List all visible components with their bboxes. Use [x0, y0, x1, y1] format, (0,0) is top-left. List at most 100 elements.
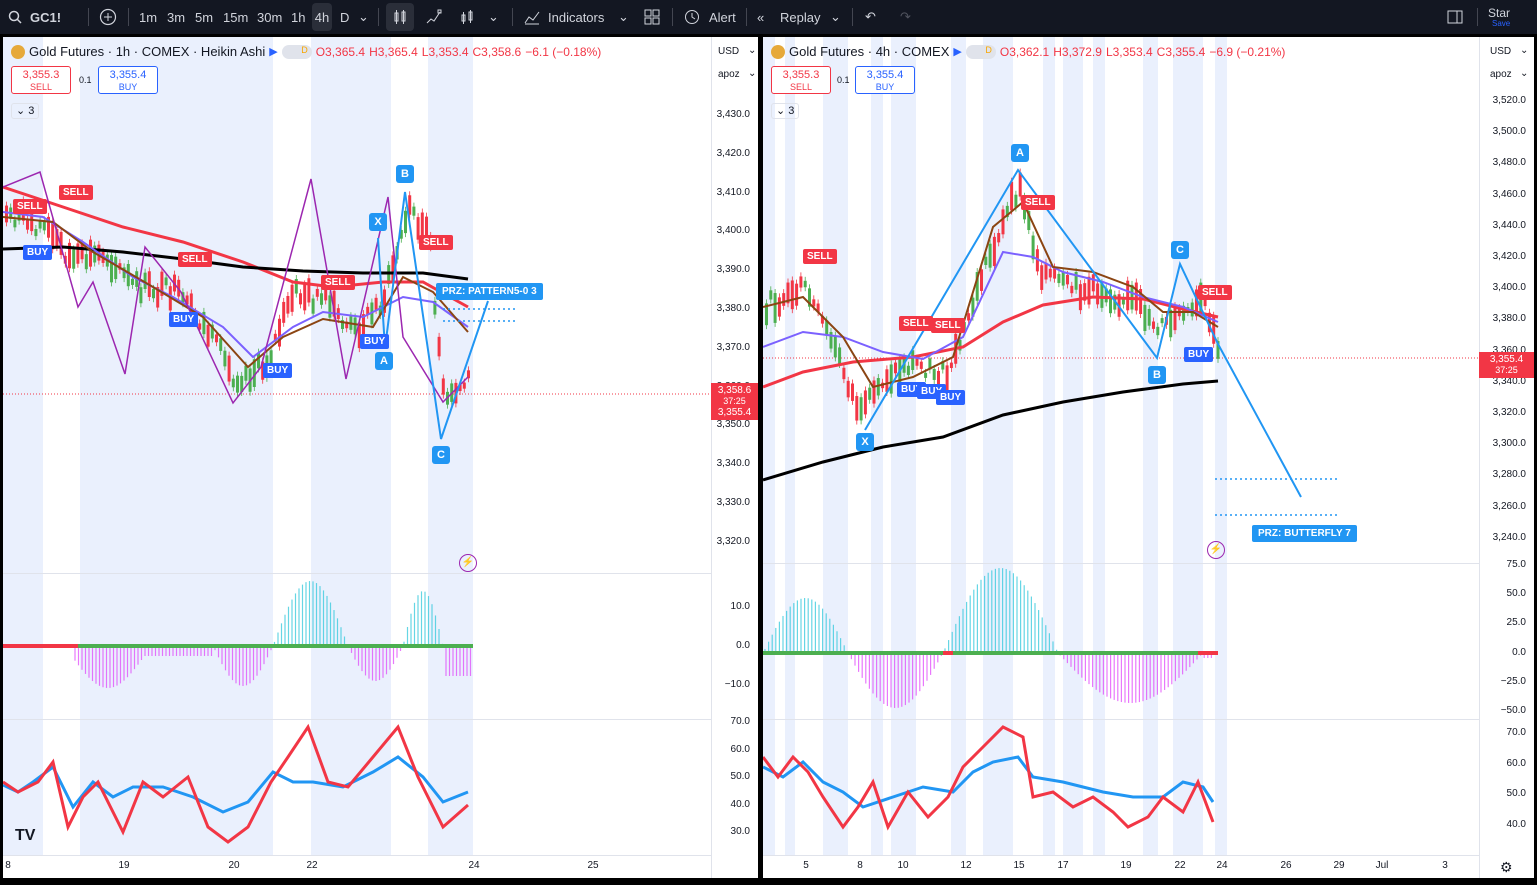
layout-grid-icon[interactable] — [643, 0, 661, 34]
buy-button[interactable]: 3,355.4 BUY — [855, 66, 915, 94]
undo-icon[interactable]: ↶ — [865, 9, 876, 24]
candle — [143, 272, 147, 289]
candle — [89, 239, 92, 267]
timeframe-5m[interactable]: 5m — [195, 9, 214, 25]
alert-button[interactable]: Alert — [709, 9, 736, 25]
chevron-down-icon[interactable]: ⌄ — [1520, 68, 1529, 79]
timeframe-1h[interactable]: 1h — [291, 9, 306, 25]
chevron-down-icon[interactable]: ⌄ — [488, 9, 499, 24]
candle — [13, 219, 17, 228]
sell-button[interactable]: 3,355.3 SELL — [11, 66, 71, 94]
candle — [1121, 297, 1125, 305]
candle — [223, 350, 227, 367]
data-delayed-badge[interactable]: D — [281, 44, 312, 59]
sell-button[interactable]: 3,355.3 SELL — [771, 66, 831, 94]
candle — [399, 229, 403, 239]
star-button[interactable]: Star — [1488, 6, 1511, 20]
data-delayed-badge[interactable]: D — [965, 44, 996, 59]
chart-type-icon[interactable] — [425, 0, 443, 34]
candle — [26, 218, 29, 230]
osc-tick: 0.0 — [736, 640, 750, 651]
candle — [919, 361, 923, 369]
sell-signal: SELL — [59, 185, 93, 200]
scale-mode[interactable]: apoz — [1490, 69, 1512, 80]
replay-button[interactable]: Replay — [780, 9, 821, 25]
candle — [441, 378, 445, 395]
buy-button[interactable]: 3,355.4 BUY — [98, 66, 158, 94]
indicators-button[interactable]: Indicators — [548, 9, 605, 25]
candle — [76, 243, 80, 264]
prz-label[interactable]: PRZ: PATTERN5-0 3 — [436, 283, 543, 300]
lightning-icon[interactable]: ⚡ — [459, 554, 477, 572]
ohlc-low: L3,353.4 — [1105, 44, 1153, 59]
time-axis-tick: 19 — [1120, 860, 1132, 871]
candle — [51, 221, 55, 250]
candle — [420, 212, 424, 238]
prz-label[interactable]: PRZ: BUTTERFLY 7 — [1252, 525, 1357, 542]
price-tick: 3,480.0 — [1492, 157, 1526, 169]
chevron-down-icon[interactable]: ⌄ — [830, 9, 841, 24]
chevron-down-icon[interactable]: ⌄ — [748, 68, 757, 79]
timeframe-1m[interactable]: 1m — [139, 9, 158, 25]
candle — [894, 362, 897, 374]
chevron-down-icon[interactable]: ⌄ — [618, 9, 629, 24]
candle — [412, 206, 416, 216]
save-link[interactable]: Save — [1492, 18, 1511, 28]
chart-title[interactable]: Gold Futures · 1h · COMEX · Heikin Ashi — [29, 44, 266, 59]
panel-toggle-icon[interactable] — [1446, 0, 1464, 34]
chart-plot-area[interactable] — [3, 37, 711, 855]
time-axis-tick: 19 — [118, 860, 130, 871]
chart-panel-right[interactable]: Gold Futures · 4h · COMEX ▶ D O3,362.1 H… — [763, 37, 1534, 878]
time-axis-tick: 8 — [857, 860, 863, 871]
timeframe-3m[interactable]: 3m — [167, 9, 186, 25]
sell-signal: SELL — [931, 318, 965, 333]
chart-panel-left[interactable]: Gold Futures · 1h · COMEX · Heikin Ashi … — [3, 37, 758, 878]
rsi-tick: 40.0 — [1506, 818, 1526, 830]
candle — [290, 284, 294, 312]
replay-icon[interactable]: « — [757, 9, 765, 25]
indicators-icon[interactable] — [523, 0, 541, 34]
timeframe-15m[interactable]: 15m — [223, 9, 249, 25]
collapse-indicators-button[interactable]: ⌄ 3 — [771, 103, 799, 119]
search-icon[interactable] — [8, 0, 22, 34]
chart-title[interactable]: Gold Futures · 4h · COMEX — [789, 44, 950, 59]
scale-mode[interactable]: apoz — [718, 69, 740, 80]
currency-selector[interactable]: USD — [718, 46, 740, 57]
candle — [915, 358, 919, 366]
symbol-label[interactable]: GC1! — [30, 9, 62, 25]
candle — [765, 303, 768, 326]
bar-chart-icon[interactable] — [459, 0, 477, 34]
buy-signal: BUY — [263, 363, 293, 378]
lightning-icon[interactable]: ⚡ — [1207, 541, 1225, 559]
rsi-blue — [763, 755, 1215, 809]
symbol-logo-icon — [11, 44, 25, 59]
candle — [812, 299, 816, 307]
chart-plot-area[interactable] — [763, 37, 1479, 855]
chevron-down-icon[interactable]: ⌄ — [358, 9, 369, 24]
candle — [315, 288, 319, 297]
chevron-down-icon[interactable]: ⌄ — [748, 45, 757, 56]
currency-selector[interactable]: USD — [1490, 46, 1512, 57]
price-axis[interactable]: USD ⌄ apoz ⌄ 3,430.0 3,420.0 3,410.0 3,400.… — [711, 37, 758, 878]
candle — [992, 236, 996, 267]
tradingview-logo-icon[interactable]: TV — [15, 827, 36, 844]
candle — [227, 355, 231, 382]
candles-icon[interactable] — [386, 3, 414, 31]
timeframe-30m[interactable]: 30m — [257, 9, 283, 25]
timeframe-4h[interactable]: 4h — [312, 3, 332, 31]
alert-clock-icon[interactable] — [683, 0, 701, 34]
flag-icon[interactable]: ▶ — [953, 46, 962, 58]
candle — [68, 242, 71, 269]
chevron-down-icon[interactable]: ⌄ — [1520, 45, 1529, 56]
settings-gear-icon[interactable]: ⚙ — [1500, 859, 1513, 875]
sell-signal: SELL — [803, 249, 837, 264]
add-symbol-icon[interactable] — [98, 0, 118, 34]
collapse-indicators-button[interactable]: ⌄ 3 — [11, 103, 39, 119]
timeframe-d[interactable]: D — [340, 9, 350, 25]
candle — [307, 278, 311, 303]
flag-icon[interactable]: ▶ — [269, 46, 278, 58]
price-axis[interactable]: USD ⌄ apoz ⌄ 3,520.0 3,500.0 3,480.0 3,460.… — [1479, 37, 1534, 878]
redo-icon[interactable]: ↷ — [900, 9, 911, 24]
candle — [773, 293, 777, 323]
osc-tick: 50.0 — [1506, 588, 1526, 600]
